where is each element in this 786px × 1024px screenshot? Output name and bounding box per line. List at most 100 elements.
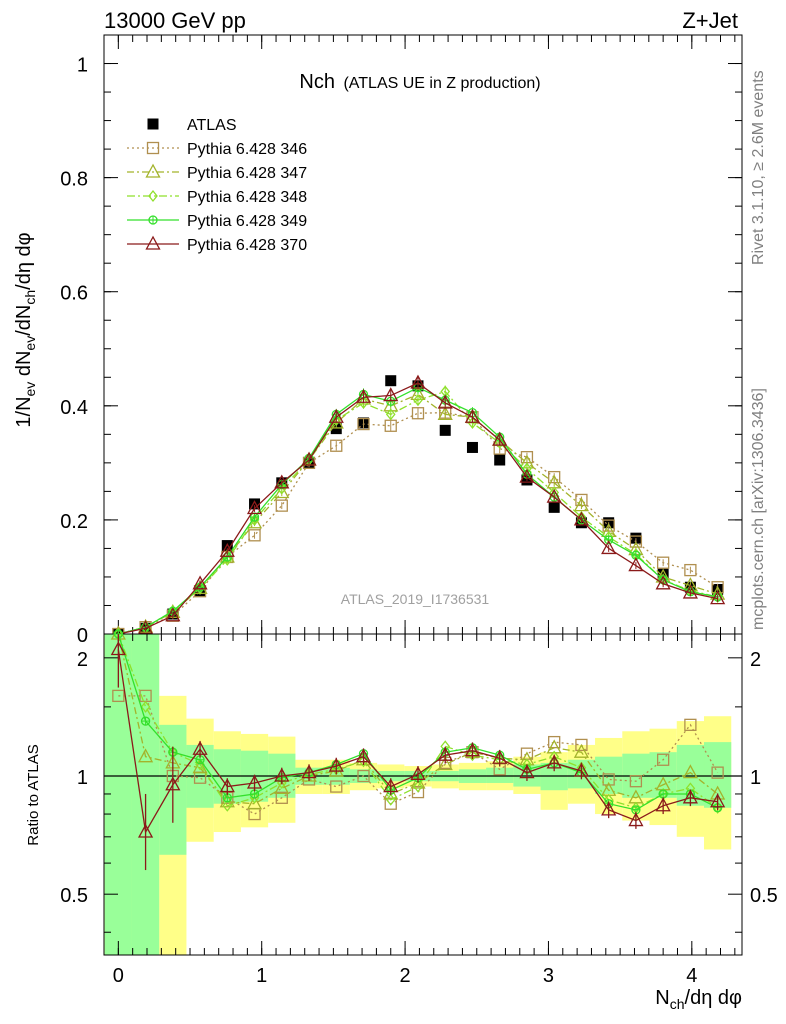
main-point-p346-5: [248, 529, 261, 542]
main-ytick-label-5: 1: [77, 55, 88, 77]
main-point-p370-4: [219, 542, 235, 557]
xtick-label-1: 1: [256, 965, 267, 987]
main-ytick-label-0: 0: [77, 625, 88, 647]
main-point-p370-7: [301, 451, 317, 466]
main-point-p370-21: [682, 584, 698, 599]
ratio-ytick-label-right-0: 0.5: [750, 885, 778, 907]
ratio-point-p348-1: [140, 700, 151, 713]
main-title-suffix: (ATLAS UE in Z production): [343, 75, 540, 92]
legend-label-p348: Pythia 6.428 348: [187, 189, 307, 206]
main-point-p370-10: [383, 387, 399, 402]
main-panel: 0 0.2 0.4 0.6 0.8 1: [60, 34, 743, 647]
ratio-point-p347-5: [246, 795, 263, 810]
ratio-point-p347-12: [437, 756, 453, 771]
main-point-p370-6: [274, 474, 290, 489]
main-point-p370-13: [464, 408, 481, 423]
ratio-ylabel: Ratio to ATLAS: [25, 744, 42, 845]
xtick-label-2: 2: [400, 965, 411, 987]
main-point-p370-3: [192, 575, 208, 590]
uncertainty-band-green-18: [595, 756, 623, 794]
main-point-p348-9: [358, 396, 369, 409]
ratio-frame: [103, 633, 743, 956]
ratio-point-p346-18: [602, 773, 615, 786]
main-point-p370-16: [546, 488, 562, 503]
xlabel: Nch/dη dφ: [655, 987, 742, 1012]
ratio-point-p348-11: [413, 780, 423, 793]
main-point-ATLAS-14: [494, 454, 506, 466]
xtick-label-3: 3: [543, 965, 554, 987]
main-point-p370-19: [628, 557, 644, 572]
header-process: Z+Jet: [682, 8, 738, 33]
main-ytick-label-2: 0.4: [60, 397, 88, 419]
main-point-p370-20: [655, 575, 671, 590]
ratio-point-p347-17: [573, 743, 590, 758]
ratio-point-p346-6: [275, 791, 288, 804]
ratio-point-p349-1: [140, 716, 151, 726]
main-ylabel: 1/Nev dNev/dNch/dη dφ: [13, 232, 38, 427]
main-title-prefix: Nch: [299, 71, 335, 93]
ratio-point-p348-4: [222, 799, 233, 812]
main-point-p346-8: [330, 439, 343, 452]
legend: ATLAS Pythia 6.428 346 Pythia 6.428 347 Pyt…: [127, 117, 307, 254]
main-point-p348-4: [222, 553, 233, 566]
main-point-p346-6: [275, 499, 288, 512]
side-label-rivet: Rivet 3.1.10, ≥ 2.6M events: [750, 70, 767, 265]
ratio-point-p346-21: [684, 718, 697, 731]
main-ytick-label-3: 0.6: [60, 283, 88, 305]
ratio-point-p347-16: [546, 739, 562, 754]
xtick-label-0: 0: [113, 965, 124, 987]
ratio-ytick-label-2: 2: [77, 649, 88, 671]
ratio-point-p349-20: [658, 789, 668, 799]
main-point-p370-1: [137, 619, 154, 634]
xtick-label-4: 4: [686, 965, 697, 987]
legend-marker-p346: [146, 141, 160, 155]
main-point-p348-10: [385, 408, 396, 421]
ratio-point-p346-17: [575, 738, 588, 752]
legend-label-p346: Pythia 6.428 346: [187, 141, 307, 158]
ratio-point-p348-10: [385, 793, 396, 806]
main-point-p370-12: [437, 394, 453, 409]
main-point-p347-12: [437, 406, 453, 421]
main-point-p370-15: [519, 468, 535, 483]
side-label-mcplots: mcplots.cern.ch [arXiv:1306.3436]: [750, 388, 767, 630]
main-point-p346-21: [684, 563, 697, 577]
main-line-p346: [118, 412, 718, 635]
main-point-ATLAS-5: [249, 498, 261, 510]
main-point-p370-22: [710, 590, 726, 605]
legend-label-p347: Pythia 6.428 347: [187, 165, 307, 182]
ratio-point-p348-5: [249, 791, 260, 804]
ratio-panel: 0 1 2 3 4 0.5 0.5 1 1 2 2: [60, 625, 778, 987]
main-point-p370-18: [601, 540, 617, 555]
ratio-line-p347: [117, 633, 719, 805]
main-ytick-label-1: 0.2: [60, 511, 88, 533]
main-point-p346-20: [656, 556, 670, 569]
ratio-point-p346-20: [656, 753, 670, 766]
main-point-ATLAS-8: [330, 423, 342, 435]
main-point-p346-11: [411, 407, 425, 420]
ratio-point-p346-8: [330, 780, 343, 793]
main-point-p347-17: [573, 497, 590, 512]
legend-label-p370: Pythia 6.428 370: [187, 237, 307, 254]
ratio-ytick-label-right-1: 1: [750, 767, 761, 789]
ratio-point-p346-0: [112, 689, 125, 703]
main-point-ATLAS-10: [385, 375, 397, 387]
main-point-p348-13: [467, 416, 478, 429]
main-ytick-label-4: 0.8: [60, 169, 88, 191]
main-point-p370-14: [492, 431, 508, 446]
main-point-p370-17: [573, 511, 590, 526]
header-energy: 13000 GeV pp: [104, 8, 246, 33]
ratio-point-p346-11: [411, 785, 425, 799]
ratio-ytick-label-0: 0.5: [60, 885, 88, 907]
main-point-p349-5: [249, 512, 260, 522]
legend-label-ATLAS: ATLAS: [187, 117, 237, 134]
ratio-point-p346-19: [629, 775, 643, 788]
ratio-point-p346-10: [384, 797, 397, 810]
main-point-p370-11: [410, 374, 426, 389]
ratio-point-p347-6: [274, 780, 290, 795]
main-title: Nch (ATLAS UE in Z production): [299, 71, 540, 93]
main-point-p348-5: [249, 513, 260, 526]
main-point-p348-11: [413, 394, 423, 407]
legend-marker-ATLAS: [147, 118, 159, 130]
ratio-point-p347-21: [682, 764, 698, 779]
